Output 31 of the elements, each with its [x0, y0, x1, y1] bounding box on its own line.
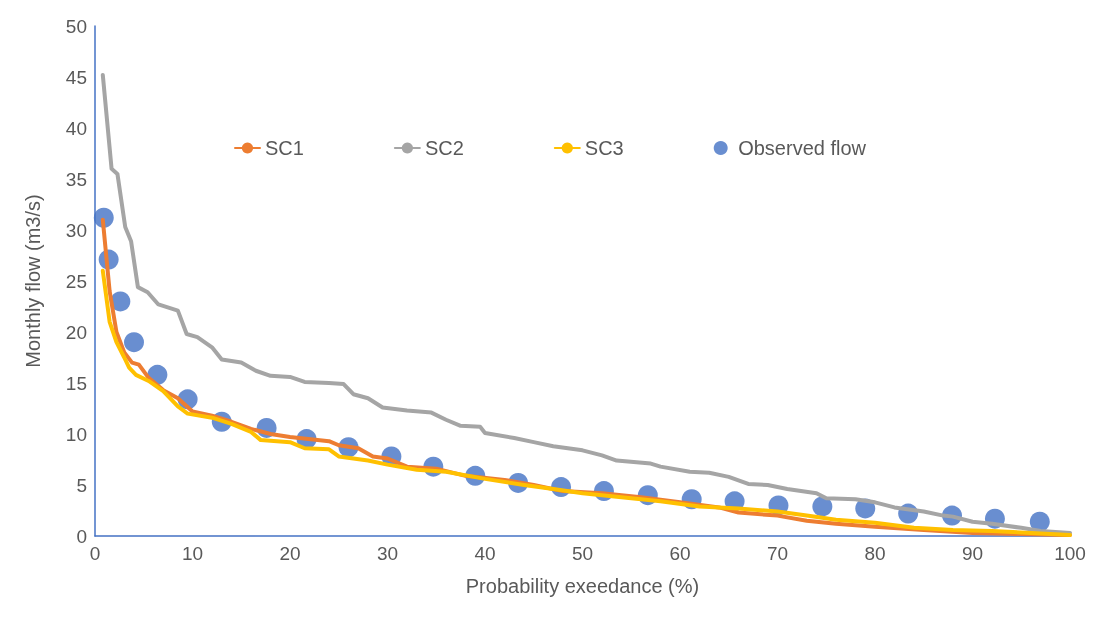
legend-label: SC2: [424, 137, 464, 159]
x-tick-label: 100: [1054, 543, 1086, 564]
x-tick-label: 40: [474, 543, 496, 564]
x-tick-label: 10: [181, 543, 204, 564]
y-tick-label: 35: [65, 168, 87, 190]
line-series: [100, 72, 1072, 535]
x-axis-title: Probability exeedance (%): [465, 575, 700, 597]
legend-label: SC1: [264, 137, 304, 159]
legend-label: Observed flow: [738, 137, 867, 159]
x-tick-label: 50: [571, 543, 594, 564]
y-axis-title: Monthly flow (m3/s): [22, 194, 44, 368]
legend-label: SC3: [584, 137, 624, 159]
point: [812, 496, 833, 517]
y-tick-label: 25: [65, 270, 87, 292]
x-tick-label: 30: [376, 543, 399, 564]
y-tick-label: 40: [65, 117, 87, 139]
x-tick-label: 20: [279, 543, 301, 564]
x-tick-label: 60: [669, 543, 691, 564]
y-tick-label: 30: [65, 219, 87, 241]
y-tick-label: 50: [65, 15, 87, 37]
y-tick-label: 20: [65, 321, 87, 343]
y-tick-label: 10: [65, 423, 87, 445]
point: [124, 332, 144, 353]
x-tick-label: 70: [766, 543, 789, 564]
x-tick-label: 90: [961, 543, 984, 564]
x-tick-label: 0: [89, 543, 101, 564]
y-tick-label: 15: [65, 372, 87, 394]
y-tick-label: 5: [76, 474, 87, 496]
y-tick-label: 45: [65, 66, 87, 88]
x-tick-label: 80: [864, 543, 886, 564]
y-tick-label: 0: [76, 525, 87, 547]
